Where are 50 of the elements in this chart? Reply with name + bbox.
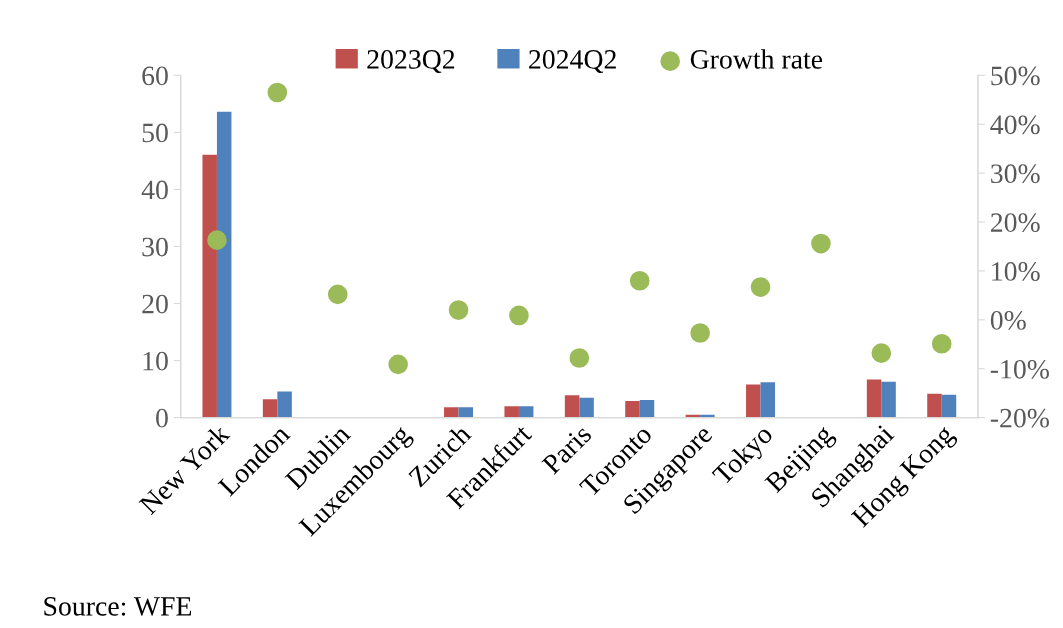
bar (866, 379, 882, 418)
y-tick-label: 50 (142, 123, 168, 143)
y-tick-label: 20 (142, 294, 168, 314)
bar (444, 407, 459, 418)
point (750, 277, 771, 297)
bar (927, 393, 942, 418)
source-note: Source: WFE (44, 597, 192, 616)
y-tick-label: 60 (142, 66, 168, 86)
y-tick-label: 40 (141, 180, 168, 200)
legend-label: 2024Q2 (529, 49, 616, 73)
legend-label: Growth rate (690, 49, 823, 69)
point (811, 233, 831, 254)
y2-tick-label: 10% (992, 262, 1040, 281)
bar (579, 397, 594, 418)
bar (518, 406, 534, 418)
point (629, 270, 650, 291)
bar (277, 391, 292, 418)
bar (504, 406, 519, 418)
y-tick-label: 10 (143, 351, 168, 371)
point (267, 82, 288, 103)
point (871, 343, 892, 363)
bar (760, 382, 776, 418)
bar (941, 394, 957, 418)
point (509, 305, 529, 326)
y2-tick-label: -20% (990, 408, 1049, 428)
y-tick-label: 0 (156, 408, 168, 428)
bar (881, 381, 896, 418)
point (448, 300, 469, 320)
y2-tick-label: 0% (990, 311, 1026, 330)
y2-tick-label: 30% (991, 164, 1040, 184)
y2-tick-label: 20% (990, 213, 1040, 233)
point (327, 284, 348, 305)
point (569, 348, 590, 368)
bar (262, 399, 278, 418)
point (207, 230, 227, 250)
legend-label: 2023Q2 (367, 49, 455, 73)
y2-tick-label: 50% (991, 66, 1040, 86)
y2-tick-label: -10% (990, 359, 1049, 379)
bar (746, 384, 761, 418)
y2-tick-label: 40% (990, 115, 1040, 135)
y-tick-label: 30 (142, 237, 168, 257)
point (388, 354, 408, 375)
bar (564, 395, 580, 418)
bar (625, 401, 640, 418)
bar (216, 111, 232, 418)
point (931, 333, 952, 354)
bar (639, 399, 655, 418)
bar (202, 154, 217, 418)
point (690, 323, 710, 343)
bar (458, 407, 474, 418)
